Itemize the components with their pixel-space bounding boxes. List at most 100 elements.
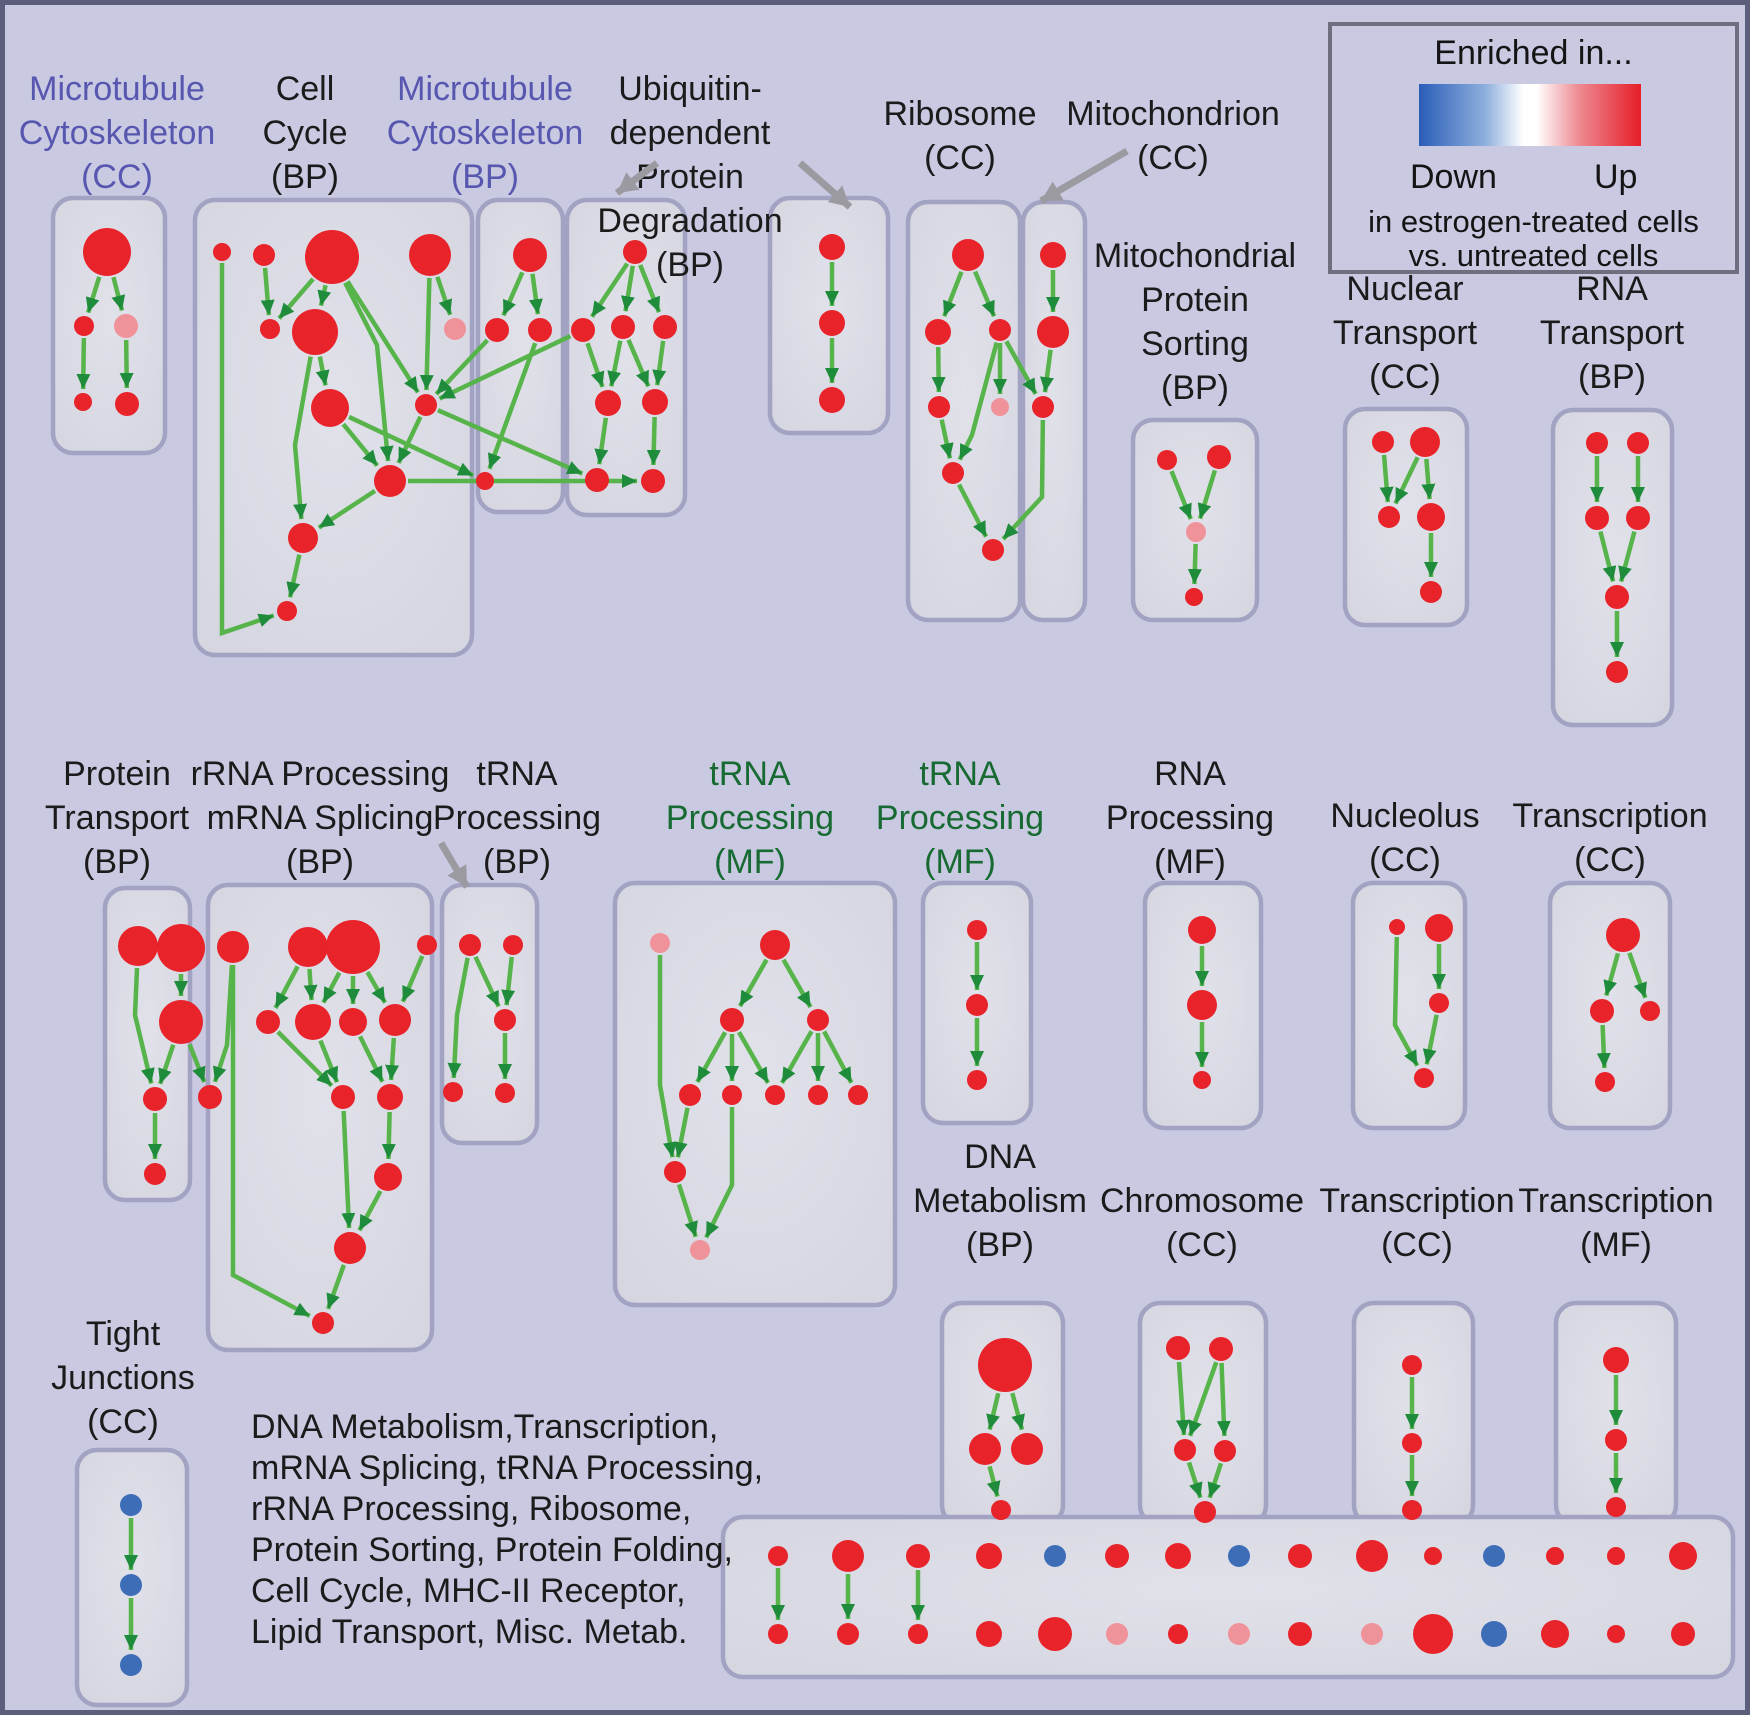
- cluster-box-nuclear-transport-cc: [1342, 406, 1470, 628]
- cluster-box-chromosome-cc: [1137, 1300, 1269, 1528]
- go-term-node: [495, 1083, 515, 1103]
- edge-arrow: [385, 1037, 400, 1081]
- go-term-node: [409, 234, 451, 276]
- edge-arrow: [119, 339, 134, 389]
- go-term-node: [1106, 1623, 1128, 1645]
- go-term-node: [1105, 1544, 1129, 1568]
- go-term-node: [967, 1070, 987, 1090]
- edge-arrow: [673, 1107, 690, 1158]
- go-term-node: [720, 1008, 744, 1032]
- edge-arrow: [1001, 419, 1046, 541]
- go-term-node: [1481, 1621, 1507, 1647]
- edge-arrow: [348, 414, 475, 478]
- edge-arrow: [1040, 349, 1054, 393]
- edge-arrow: [1603, 952, 1621, 997]
- edge-arrow: [260, 267, 275, 316]
- go-term-node: [808, 1085, 828, 1105]
- chromosome-label: Chromosome: [1100, 1182, 1304, 1220]
- go-term-node: [1606, 1497, 1626, 1517]
- go-term-node: [256, 1010, 280, 1034]
- go-term-node: [1356, 1540, 1388, 1572]
- nuclear-transport-label: Nuclear: [1346, 270, 1463, 308]
- go-term-node: [1157, 450, 1177, 470]
- go-term-node: [1425, 914, 1453, 942]
- go-term-node: [120, 1494, 142, 1516]
- go-term-node: [1605, 585, 1629, 609]
- go-term-node: [1669, 1542, 1697, 1570]
- microtubule-cytoskeleton-bp-label: Cytoskeleton: [387, 114, 584, 152]
- go-term-node: [908, 1624, 928, 1644]
- edge-arrow: [1393, 456, 1420, 505]
- microtubule-cytoskeleton-bp-label: Microtubule: [397, 70, 573, 108]
- mitochondrion-label: (CC): [1137, 139, 1209, 177]
- trna-processing-mf2-label: (MF): [924, 843, 996, 881]
- microtubule-cytoskeleton-cc-label: (CC): [81, 158, 153, 196]
- go-term-node: [1671, 1622, 1695, 1646]
- edge-arrow: [292, 356, 313, 520]
- go-term-node: [1214, 1440, 1236, 1462]
- go-term-node: [144, 1163, 166, 1185]
- microtubule-cytoskeleton-cc-label: Cytoskeleton: [19, 114, 216, 152]
- edge-arrow: [341, 422, 380, 467]
- go-term-node: [1174, 1439, 1196, 1461]
- go-term-node: [664, 1161, 686, 1183]
- edge-arrow: [986, 1465, 1001, 1498]
- go-term-node: [952, 239, 984, 271]
- transcription-cc-label: (CC): [1574, 841, 1646, 879]
- go-term-node: [925, 319, 951, 345]
- go-term-node: [292, 309, 338, 355]
- edge-arrow: [1618, 530, 1637, 583]
- legend-subtitle-line2: vs. untreated cells: [1408, 238, 1659, 273]
- edge-arrow: [1207, 1462, 1224, 1499]
- cluster-box-mitochondrial-protein-sorting-bp: [1130, 417, 1260, 623]
- transcription-mf-label: (MF): [1580, 1226, 1652, 1264]
- go-term-node: [295, 1004, 331, 1040]
- ubiquitin-degradation-label: Degradation: [597, 202, 782, 240]
- go-term-node: [1038, 1617, 1072, 1651]
- go-term-node: [1228, 1623, 1250, 1645]
- label-pointer-arrow: [614, 160, 660, 196]
- go-term-node: [819, 234, 845, 260]
- go-term-node: [443, 1082, 463, 1102]
- edge-arrow: [1422, 1014, 1439, 1065]
- edge-arrow: [487, 342, 538, 470]
- go-term-node: [1209, 1337, 1233, 1361]
- dna-metabolism-label: DNA: [964, 1138, 1036, 1176]
- microtubule-cytoskeleton-bp-label: (BP): [451, 158, 519, 196]
- go-term-node: [311, 389, 349, 427]
- edge-arrow: [607, 340, 623, 387]
- legend-title: Enriched in...: [1434, 34, 1633, 72]
- go-term-node: [1037, 316, 1069, 348]
- merged-terms-line: Lipid Transport, Misc. Metab.: [251, 1613, 688, 1651]
- go-term-node: [1640, 1001, 1660, 1021]
- cluster-box-microtubule-cytoskeleton-bp: [475, 197, 566, 515]
- go-term-node: [503, 935, 523, 955]
- go-term-node: [1607, 1625, 1625, 1643]
- merged-terms-line: Protein Sorting, Protein Folding,: [251, 1531, 733, 1569]
- go-term-node: [1606, 661, 1628, 683]
- edge-arrow: [1004, 340, 1038, 396]
- go-term-node: [305, 230, 359, 284]
- rna-processing-mf-label: (MF): [1154, 843, 1226, 881]
- edge-arrow: [676, 1183, 698, 1238]
- go-term-node: [120, 1574, 142, 1596]
- rna-processing-mf-label: Processing: [1106, 799, 1274, 837]
- edge-arrow: [273, 965, 300, 1009]
- go-term-node: [334, 1232, 366, 1264]
- edge-arrow: [286, 554, 302, 598]
- edge-arrow: [303, 968, 318, 1001]
- merged-terms-text-block: DNA Metabolism,Transcription, mRNA Splic…: [251, 1407, 763, 1653]
- go-term-node: [326, 920, 380, 974]
- go-term-node: [1424, 1547, 1442, 1565]
- edge-arrow: [365, 971, 387, 1004]
- rna-transport-label: Transport: [1540, 314, 1685, 352]
- edge-arrow: [1392, 936, 1420, 1067]
- edge-arrow: [501, 956, 516, 1006]
- trna-processing-mf2-label: tRNA: [919, 755, 1001, 793]
- transcription-cc2-label: (CC): [1381, 1226, 1453, 1264]
- go-term-node: [1372, 431, 1394, 453]
- go-term-node: [83, 228, 131, 276]
- legend-up-label: Up: [1594, 158, 1638, 196]
- go-term-node: [1378, 506, 1400, 528]
